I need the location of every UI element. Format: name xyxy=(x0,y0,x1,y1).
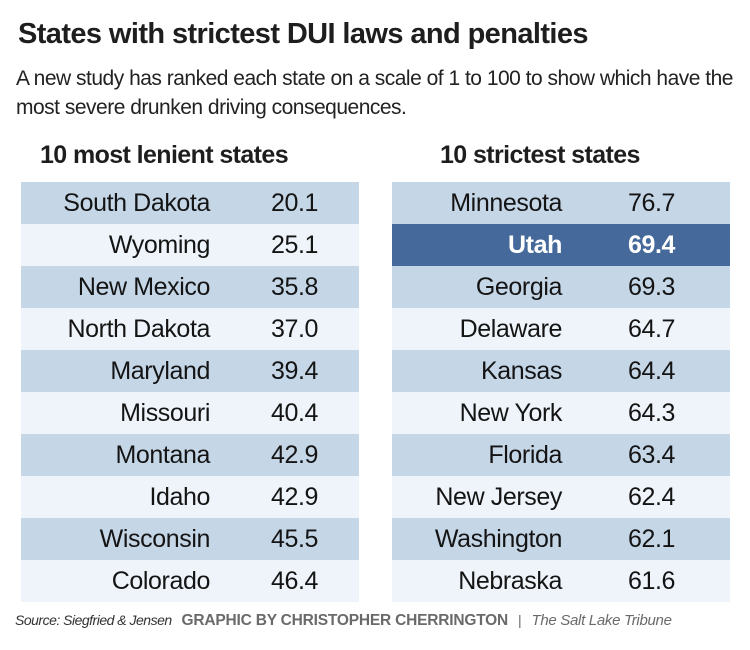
state-name: Washington xyxy=(434,524,562,553)
state-name: Georgia xyxy=(475,272,563,301)
state-name: New Jersey xyxy=(435,482,562,511)
table-row: Wyoming 25.1 xyxy=(21,224,359,266)
subtitle: A new study has ranked each state on a s… xyxy=(16,67,733,119)
table-row: Maryland 39.4 xyxy=(21,350,359,392)
table-row: New York 64.3 xyxy=(392,392,730,434)
table-row: Kansas 64.4 xyxy=(392,350,730,392)
table-row: New Jersey 62.4 xyxy=(392,476,730,518)
table-row-highlighted: Utah 69.4 xyxy=(392,224,730,266)
state-score: 69.4 xyxy=(627,230,675,259)
table-row: Montana 42.9 xyxy=(21,434,359,476)
lenient-states-table: South Dakota 20.1 Wyoming 25.1 New Mexico 35.… xyxy=(21,182,359,602)
state-score: 46.4 xyxy=(270,566,318,595)
page-title: States with strictest DUI laws and penal… xyxy=(18,18,588,50)
state-name: Minnesota xyxy=(450,188,562,217)
state-score: 37.0 xyxy=(270,314,318,343)
lenient-table-heading: 10 most lenient states xyxy=(40,141,289,169)
table-row: Delaware 64.7 xyxy=(392,308,730,350)
state-score: 64.4 xyxy=(627,356,675,385)
state-score: 64.3 xyxy=(627,398,675,427)
state-name: Idaho xyxy=(149,482,210,511)
graphic-credit: GRAPHIC BY CHRISTOPHER CHERRINGTON xyxy=(181,612,509,629)
strictest-states-table: Minnesota 76.7 Utah 69.4 Georgia 69.3 Delaware… xyxy=(392,182,730,602)
state-score: 63.4 xyxy=(627,440,675,469)
state-name: New Mexico xyxy=(77,272,211,301)
state-name: Missouri xyxy=(120,398,210,427)
state-score: 42.9 xyxy=(270,482,318,511)
state-name: Utah xyxy=(508,230,562,259)
state-score: 25.1 xyxy=(270,230,318,259)
state-score: 62.4 xyxy=(627,482,675,511)
state-score: 69.3 xyxy=(627,272,675,301)
table-row: Minnesota 76.7 xyxy=(392,182,730,224)
state-name: South Dakota xyxy=(63,188,210,217)
state-score: 35.8 xyxy=(270,272,318,301)
table-row: North Dakota 37.0 xyxy=(21,308,359,350)
table-row: Colorado 46.4 xyxy=(21,560,359,602)
table-row: South Dakota 20.1 xyxy=(21,182,359,224)
strictest-table-heading: 10 strictest states xyxy=(440,141,640,169)
state-score: 20.1 xyxy=(270,188,318,217)
state-name: North Dakota xyxy=(67,314,211,343)
table-row: Washington 62.1 xyxy=(392,518,730,560)
source-note: Source: Siegfried & Jensen xyxy=(15,612,172,628)
state-name: Wyoming xyxy=(108,230,211,259)
state-name: Montana xyxy=(115,440,211,469)
table-row: Florida 63.4 xyxy=(392,434,730,476)
state-score: 39.4 xyxy=(270,356,318,385)
state-name: Wisconsin xyxy=(99,524,211,553)
table-row: Georgia 69.3 xyxy=(392,266,730,308)
state-score: 40.4 xyxy=(270,398,318,427)
state-name: Nebraska xyxy=(458,566,562,595)
state-score: 45.5 xyxy=(270,524,318,553)
footer: Source: Siegfried & Jensen GRAPHIC BY CH… xyxy=(15,612,672,630)
state-name: Kansas xyxy=(481,356,562,385)
state-name: Maryland xyxy=(110,356,210,385)
state-name: New York xyxy=(459,398,563,427)
state-score: 61.6 xyxy=(627,566,675,595)
publication-name: The Salt Lake Tribune xyxy=(531,612,672,629)
table-row: Wisconsin 45.5 xyxy=(21,518,359,560)
state-score: 76.7 xyxy=(627,188,675,217)
state-name: Delaware xyxy=(459,314,563,343)
table-row: New Mexico 35.8 xyxy=(21,266,359,308)
footer-separator: | xyxy=(517,612,522,628)
table-row: Missouri 40.4 xyxy=(21,392,359,434)
table-row: Nebraska 61.6 xyxy=(392,560,730,602)
state-name: Florida xyxy=(488,440,562,469)
state-score: 42.9 xyxy=(270,440,318,469)
table-row: Idaho 42.9 xyxy=(21,476,359,518)
state-name: Colorado xyxy=(111,566,211,595)
state-score: 64.7 xyxy=(627,314,675,343)
state-score: 62.1 xyxy=(627,524,675,553)
